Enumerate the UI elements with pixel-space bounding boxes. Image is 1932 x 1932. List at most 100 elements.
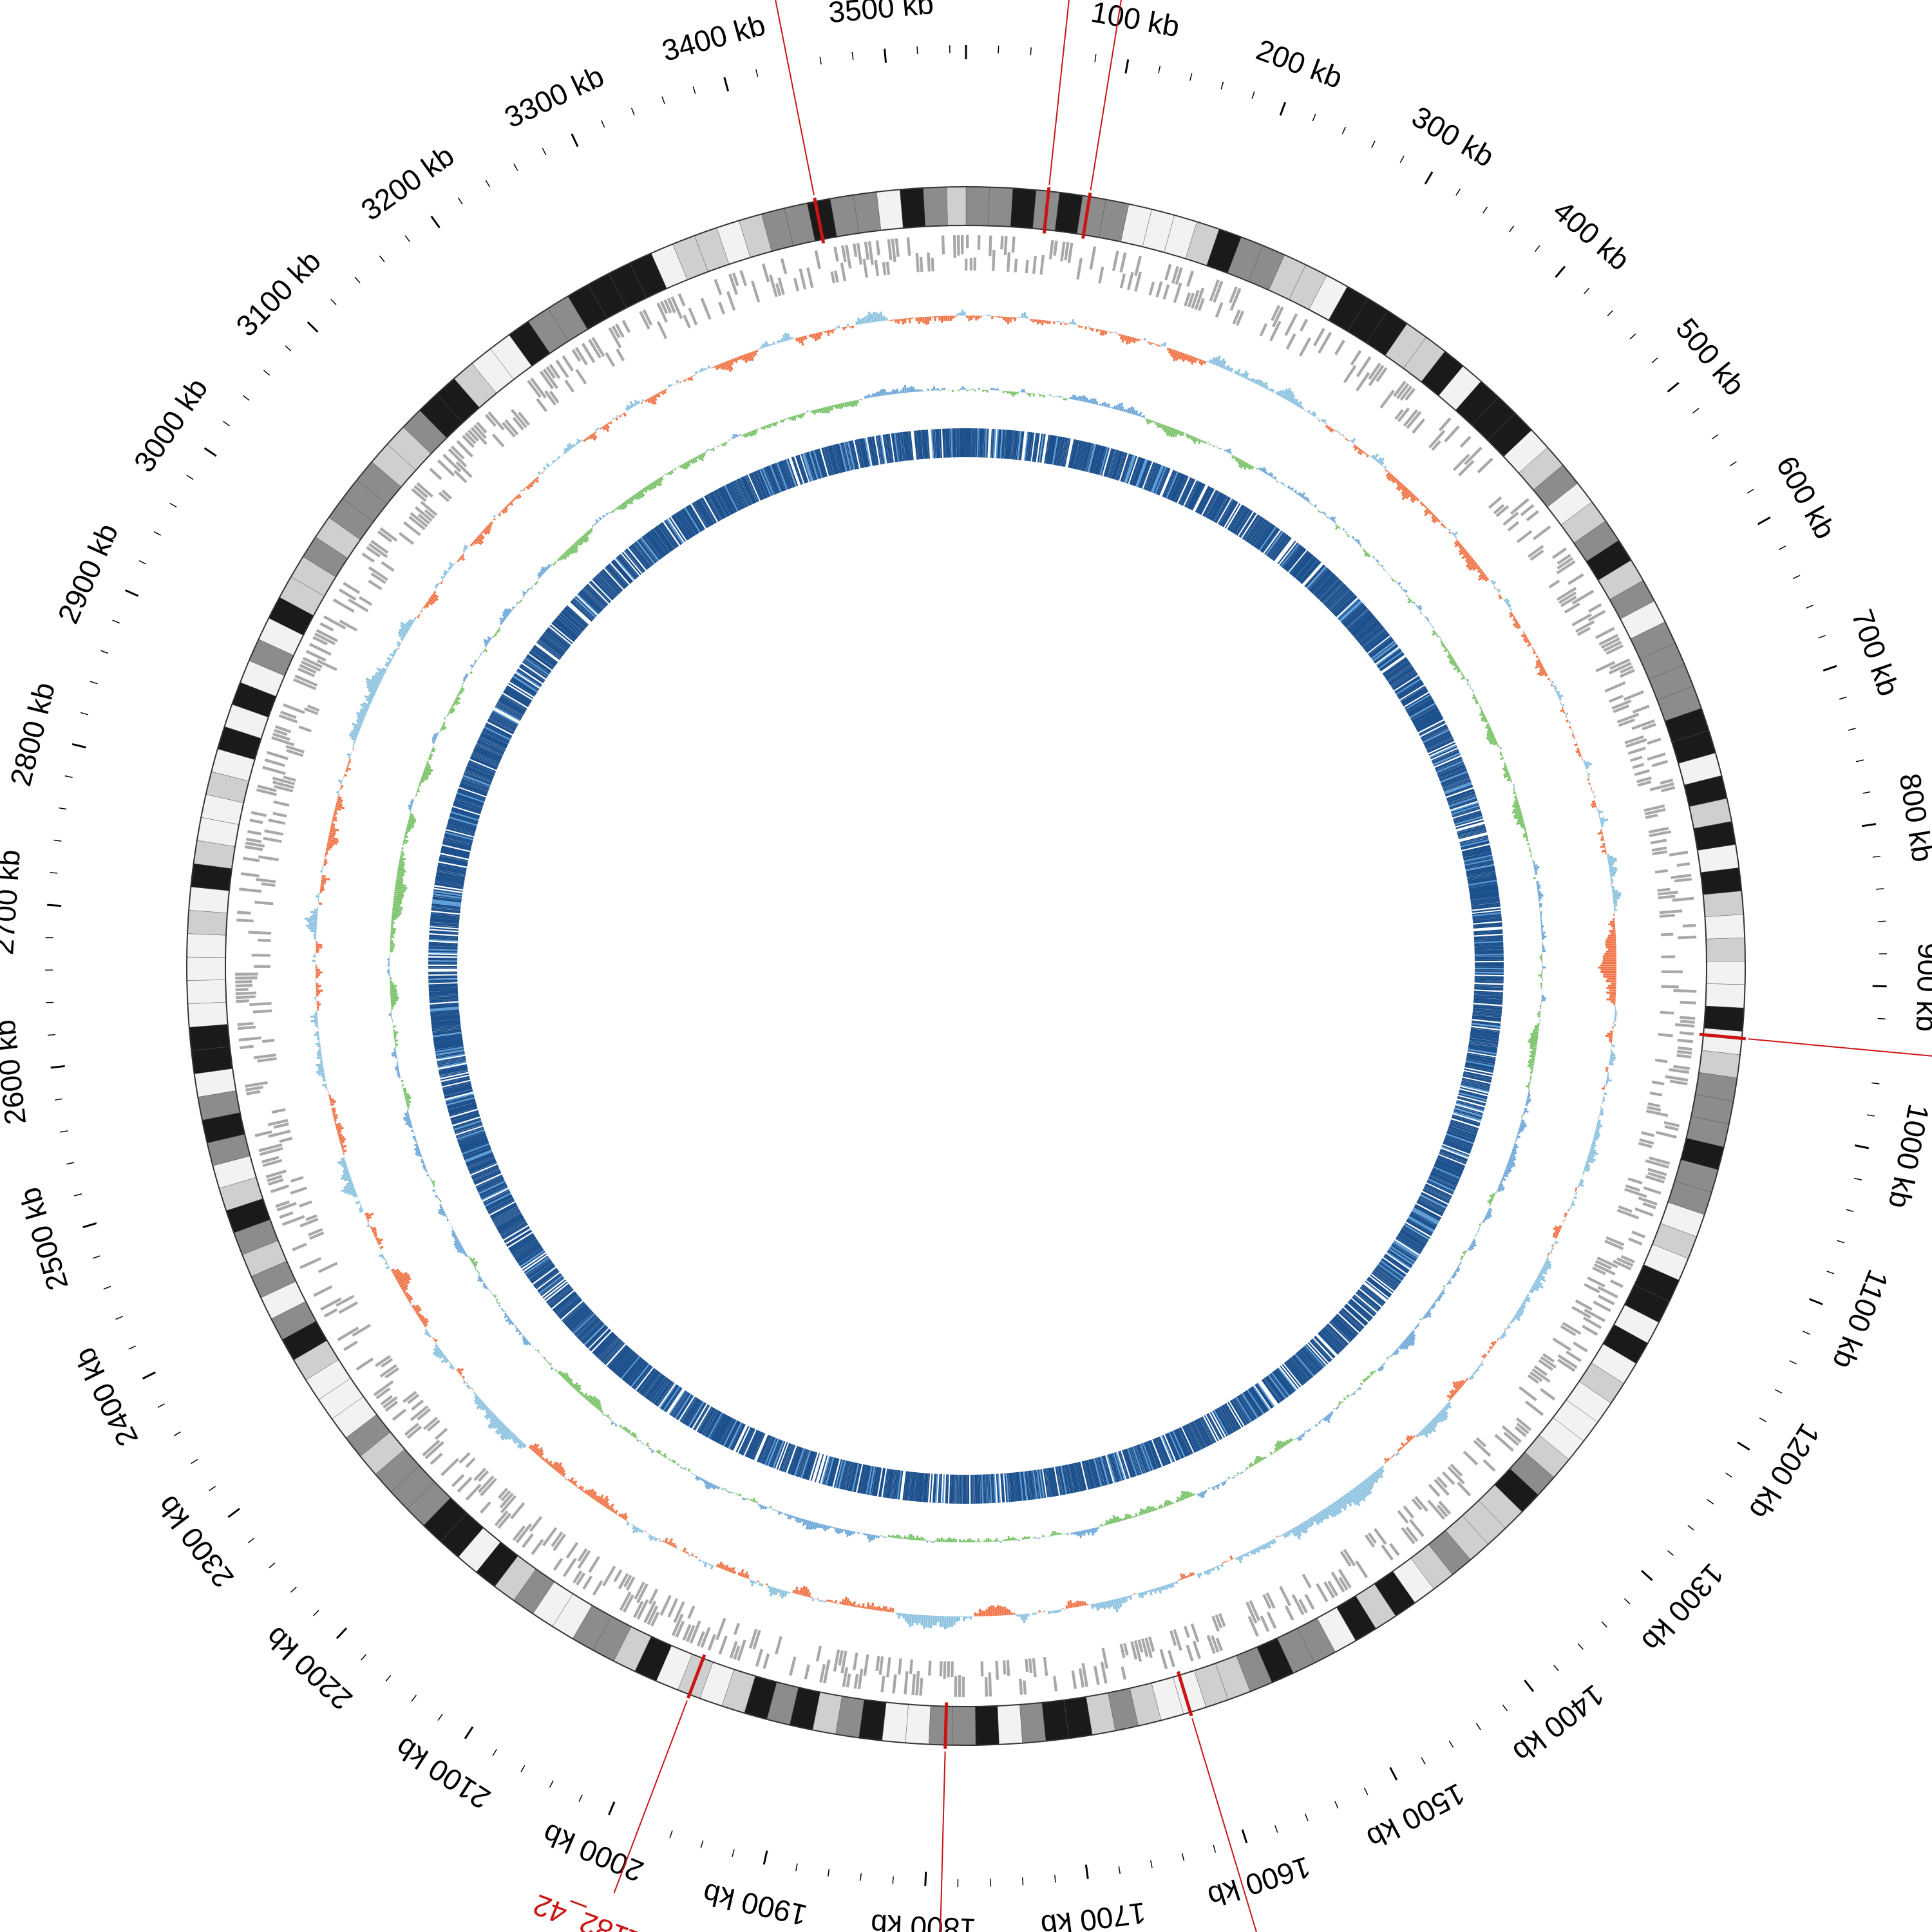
gc-content-bar [498, 1305, 501, 1307]
gene-density-tick [613, 1569, 622, 1582]
gene-density-tick [1533, 526, 1551, 540]
gc-skew-bar [317, 1036, 320, 1038]
gc-skew-bar [1611, 932, 1616, 934]
gc-content-bar [387, 971, 390, 972]
gc-content-bar [1195, 1494, 1197, 1495]
gc-content-bar [953, 1538, 955, 1542]
gc-skew-bar [314, 997, 316, 999]
gc-content-bar [1390, 1355, 1392, 1357]
gc-skew-bar [646, 1532, 648, 1533]
gc-content-bar [432, 1189, 435, 1192]
gc-content-bar [952, 390, 954, 392]
gc-content-bar [641, 1441, 643, 1443]
gene-density-tick [273, 800, 289, 807]
tick-mark [1190, 73, 1192, 81]
gc-content-bar [481, 652, 483, 654]
gc-skew-bar [460, 1375, 462, 1377]
gc-content-bar [1513, 786, 1515, 788]
gc-skew-bar [1615, 1015, 1616, 1017]
gc-skew-bar [325, 855, 326, 857]
ideogram-band [1707, 961, 1745, 985]
gc-content-bar [1048, 1536, 1050, 1537]
gene-density-tick [1155, 281, 1162, 298]
gc-content-bar [888, 392, 890, 395]
gc-content-bar [1382, 567, 1384, 569]
gene-density-tick [1647, 737, 1661, 744]
gc-skew-bar [392, 657, 393, 659]
gc-skew-bar [1112, 332, 1114, 333]
gc-skew-bar [1571, 728, 1572, 730]
gc-content-bar [996, 388, 998, 391]
gc-content-bar [390, 938, 392, 940]
gc-skew-bar [940, 1616, 942, 1627]
gc-content-bar [720, 1488, 722, 1489]
gc-content-bar [618, 1425, 619, 1426]
cds-segment [970, 428, 972, 457]
gene-density-tick [1519, 1386, 1537, 1401]
gene-density-tick [1676, 1054, 1691, 1058]
gc-content-bar [1517, 1133, 1519, 1135]
gc-skew-bar [681, 1550, 683, 1551]
gc-content-bar [390, 936, 394, 938]
gc-skew-bar [1548, 676, 1549, 677]
gc-content-bar [1538, 895, 1544, 897]
gc-content-bar [1388, 1356, 1390, 1358]
gc-content-bar [1028, 1536, 1030, 1539]
gc-content-bar [1056, 396, 1057, 397]
gene-density-tick [1678, 936, 1696, 940]
gc-content-bar [670, 1460, 672, 1461]
gc-content-bar [1542, 997, 1547, 999]
gc-skew-bar [1573, 737, 1575, 739]
gc-skew-bar [829, 330, 831, 333]
gc-content-bar [426, 1170, 428, 1172]
gc-content-bar [961, 1541, 963, 1542]
gc-skew-bar [1273, 392, 1275, 393]
gc-content-bar [1428, 621, 1430, 623]
gene-density-tick [806, 267, 813, 288]
gene-density-tick [1525, 1401, 1544, 1416]
gc-skew-bar [1487, 1350, 1490, 1353]
gene-density-tick [1098, 267, 1104, 283]
gc-content-bar [1541, 927, 1542, 929]
gc-skew-bar [946, 1616, 949, 1629]
gc-skew-bar [1065, 323, 1067, 325]
gc-content-bar [895, 390, 897, 393]
gc-skew-bar [326, 1081, 327, 1083]
gc-content-bar [1023, 389, 1025, 392]
gc-content-bar [1239, 1473, 1241, 1475]
gc-content-bar [422, 1162, 424, 1165]
gc-skew-bar [1600, 1110, 1604, 1113]
gc-skew-bar [1588, 775, 1589, 778]
gc-content-bar [1473, 692, 1474, 694]
ideogram-band [923, 187, 948, 226]
gc-skew-bar [707, 1563, 710, 1565]
gc-content-bar [1362, 547, 1363, 549]
gc-skew-bar [1133, 1593, 1135, 1595]
gc-skew-bar [1108, 331, 1110, 332]
gc-content-bar [531, 587, 533, 590]
gc-content-bar [537, 580, 538, 581]
gc-content-bar [390, 979, 391, 981]
tick-mark [493, 1749, 497, 1756]
gc-content-bar [1532, 859, 1533, 861]
gc-content-bar [862, 1533, 864, 1534]
gc-skew-bar [987, 314, 989, 316]
gene-density-tick [920, 257, 923, 272]
gc-content-bar [440, 1202, 441, 1204]
gc-skew-bar [440, 582, 442, 584]
gene-density-tick [429, 468, 442, 480]
gc-skew-bar [348, 756, 350, 759]
gc-skew-bar [342, 1148, 345, 1151]
ideogram-band [882, 1702, 909, 1743]
gc-skew-bar [520, 489, 522, 492]
gc-skew-bar [1419, 500, 1421, 502]
gc-content-bar [608, 512, 610, 514]
gc-skew-bar [331, 1106, 332, 1108]
gc-skew-bar [667, 387, 668, 388]
gc-skew-bar [631, 1524, 633, 1526]
gc-skew-bar [1502, 598, 1504, 600]
gc-content-bar [1346, 1397, 1347, 1399]
gc-skew-bar [1604, 952, 1616, 955]
gc-skew-bar [1083, 326, 1084, 327]
tick-mark [1578, 1643, 1583, 1649]
